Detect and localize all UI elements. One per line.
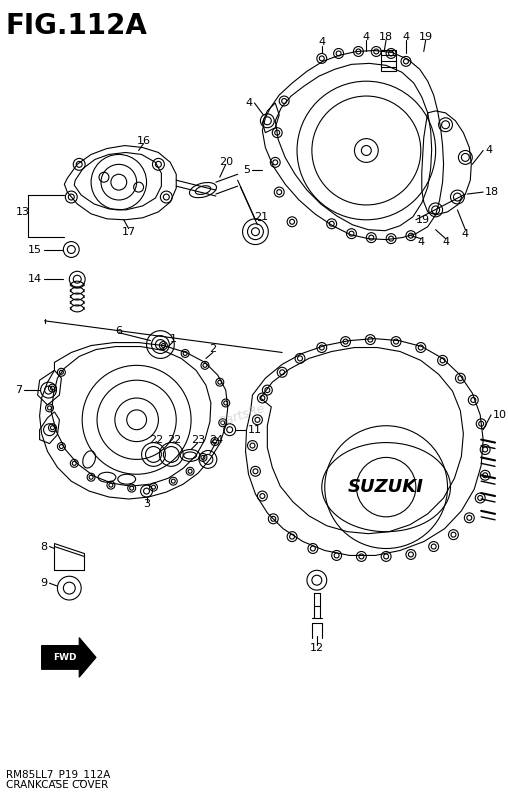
Text: 4: 4 <box>417 237 424 246</box>
Text: 4: 4 <box>245 98 252 108</box>
Text: RM85LL7_P19_112A: RM85LL7_P19_112A <box>6 770 110 780</box>
Text: 19: 19 <box>419 32 433 42</box>
Text: 22: 22 <box>167 434 181 445</box>
Text: 14: 14 <box>27 274 42 284</box>
Text: 12: 12 <box>310 642 324 653</box>
Text: 23: 23 <box>191 434 205 445</box>
Text: 4: 4 <box>363 32 370 42</box>
Text: 11: 11 <box>247 425 262 434</box>
Text: 20: 20 <box>218 158 233 167</box>
Text: 2: 2 <box>209 343 216 354</box>
Text: 4: 4 <box>442 237 449 246</box>
Text: 13: 13 <box>16 207 30 217</box>
Text: 24: 24 <box>209 434 223 445</box>
Text: CRANKCASE COVER: CRANKCASE COVER <box>6 780 108 790</box>
Text: 15: 15 <box>27 245 42 254</box>
Text: 1: 1 <box>170 334 177 344</box>
Text: 7: 7 <box>15 385 22 395</box>
Text: FWD: FWD <box>54 653 77 662</box>
Text: 16: 16 <box>137 135 150 146</box>
Polygon shape <box>42 638 96 678</box>
Text: 4: 4 <box>485 146 492 155</box>
Text: FIG.112A: FIG.112A <box>6 12 148 40</box>
Text: 4: 4 <box>402 32 409 42</box>
Text: 22: 22 <box>149 434 164 445</box>
Text: 3: 3 <box>143 499 150 509</box>
Text: 17: 17 <box>121 226 136 237</box>
Text: 10: 10 <box>493 410 507 420</box>
Text: 18: 18 <box>379 32 393 42</box>
Text: 21: 21 <box>255 212 268 222</box>
Text: 18: 18 <box>485 187 499 197</box>
Text: PartsRe: PartsRe <box>218 402 268 429</box>
Text: 9: 9 <box>41 578 48 588</box>
Text: 4: 4 <box>318 37 325 46</box>
Circle shape <box>361 146 371 155</box>
Text: 8: 8 <box>41 542 48 551</box>
Text: 19: 19 <box>416 215 430 225</box>
Text: 4: 4 <box>462 229 469 238</box>
Text: 6: 6 <box>115 326 122 336</box>
Text: SUZUKI: SUZUKI <box>348 478 424 496</box>
Text: 5: 5 <box>243 166 250 175</box>
